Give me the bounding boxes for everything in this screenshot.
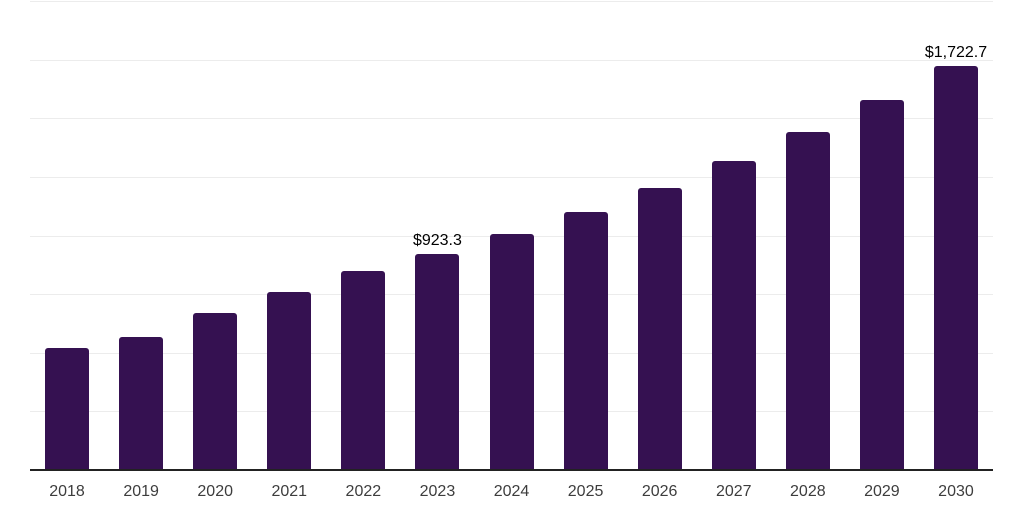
- bar-2022: [341, 270, 386, 470]
- bar-2030: [933, 66, 978, 470]
- x-tick-label-2027: 2027: [715, 483, 752, 500]
- bar-group-2023: $923.3 2023: [400, 1, 474, 500]
- x-axis-line: [30, 469, 993, 471]
- bar-2019: [119, 336, 164, 470]
- bar-value-label-2023: $923.3: [412, 231, 462, 249]
- x-tick-label-2030: 2030: [938, 483, 974, 500]
- x-tick-label-2018: 2018: [49, 483, 85, 500]
- bar-2024: [489, 234, 534, 470]
- gridline-1500: [30, 118, 993, 120]
- bar-group-2021: 2021: [252, 1, 326, 500]
- bar-2029: [859, 100, 904, 470]
- x-tick-label-2025: 2025: [567, 483, 604, 500]
- bar-group-2028: 2028: [771, 1, 845, 500]
- bar-group-2024: 2024: [474, 1, 548, 500]
- gridline-1250: [30, 176, 993, 178]
- x-tick-label-2029: 2029: [864, 483, 900, 500]
- bar-group-2029: 2029: [845, 1, 919, 500]
- bar-group-2020: 2020: [178, 1, 252, 500]
- bar-group-2018: 2018: [30, 1, 104, 500]
- bar-group-2030: $1,722.7 2030: [919, 1, 993, 500]
- bar-group-2025: 2025: [549, 1, 623, 500]
- x-tick-label-2020: 2020: [197, 483, 233, 500]
- x-tick-label-2021: 2021: [271, 483, 308, 500]
- bar-2026: [637, 187, 682, 470]
- bar-2028: [785, 132, 830, 470]
- bar-slots: 2018 2019 2020 2021 2022 $923.3 2023 2024 2025 20…: [30, 1, 993, 500]
- x-tick-label-2028: 2028: [790, 483, 826, 500]
- bar-value-label-2030: $1,722.7: [924, 44, 988, 62]
- x-tick-label-2024: 2024: [493, 483, 530, 500]
- bar-2020: [193, 313, 238, 470]
- bar-group-2019: 2019: [104, 1, 178, 500]
- x-tick-label-2022: 2022: [345, 483, 382, 500]
- bar-group-2027: 2027: [697, 1, 771, 500]
- bar-2027: [711, 161, 756, 470]
- gridline-2000: [30, 1, 993, 2]
- bar-group-2022: 2022: [326, 1, 400, 500]
- x-tick-label-2023: 2023: [419, 483, 456, 500]
- x-tick-label-2019: 2019: [123, 483, 159, 500]
- bar-2023: [415, 253, 460, 470]
- bar-group-2026: 2026: [623, 1, 697, 500]
- bar-2018: [45, 347, 90, 470]
- gridline-1750: [30, 59, 993, 61]
- bar-2021: [267, 292, 312, 470]
- x-tick-label-2026: 2026: [641, 483, 678, 500]
- bar-2025: [563, 212, 608, 470]
- plot-area: 2018 2019 2020 2021 2022 $923.3 2023 2024 2025 20…: [30, 1, 993, 500]
